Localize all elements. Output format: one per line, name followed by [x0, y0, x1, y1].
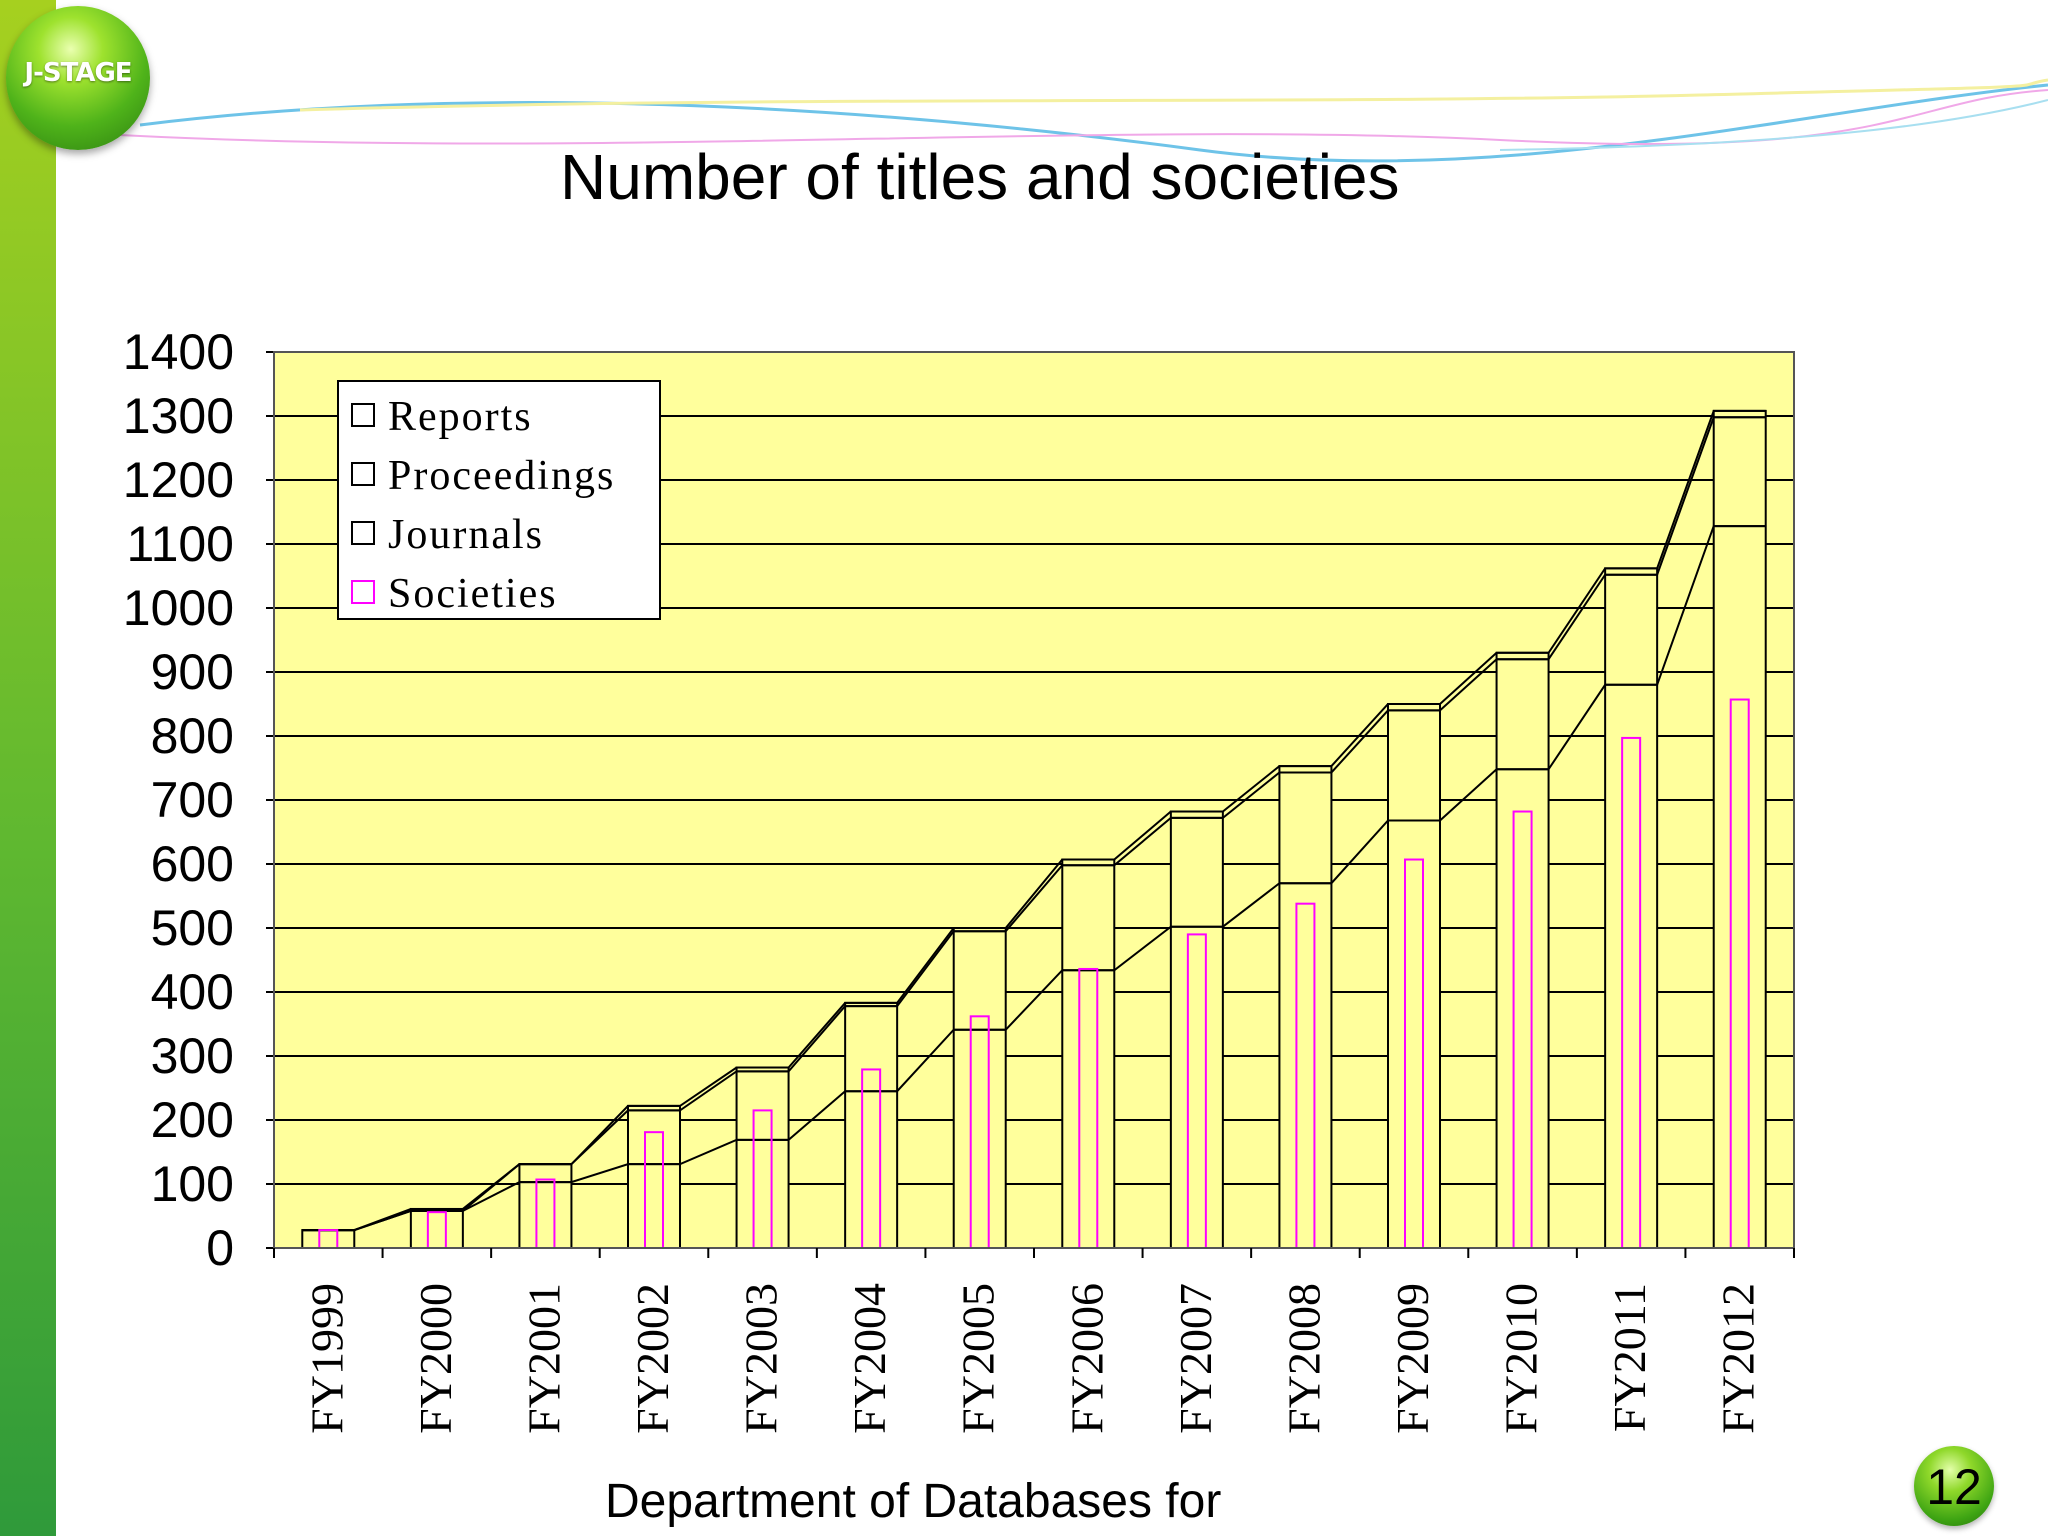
legend-label: Journals: [388, 512, 544, 558]
y-tick-label: 300: [151, 1028, 234, 1084]
y-tick-label: 900: [151, 644, 234, 700]
x-tick-label: FY2001: [518, 1283, 569, 1434]
legend-swatch: [351, 580, 375, 604]
page-number: 12: [1926, 1459, 1982, 1515]
legend-label: Proceedings: [388, 453, 615, 499]
decorative-swoosh: [119, 78, 2048, 163]
legend-box: [337, 380, 661, 620]
stacked-column: [844, 1001, 899, 1249]
stacked-column: [1169, 810, 1224, 1250]
y-tick-label: 1200: [123, 452, 234, 508]
x-tick-label: FY2008: [1278, 1283, 1329, 1434]
y-tick-label: 500: [151, 900, 234, 956]
y-tick-label: 1300: [123, 388, 234, 444]
stacked-column: [1387, 703, 1441, 1249]
y-tick-label: 100: [151, 1156, 234, 1212]
stacked-column: [518, 1163, 573, 1250]
x-tick-label: FY2012: [1713, 1283, 1764, 1434]
legend-swatch: [351, 462, 375, 486]
stacked-column: [409, 1207, 464, 1249]
stacked-column: [735, 1066, 790, 1250]
stacked-column: [1278, 765, 1333, 1250]
footer-text: Department of Databases for: [605, 1475, 1222, 1528]
x-tick-label: FY2010: [1496, 1283, 1547, 1434]
y-tick-label: 1000: [123, 580, 234, 636]
x-tick-label: FY2002: [627, 1283, 678, 1434]
left-accent-bar: [0, 0, 56, 1536]
y-tick-label: 600: [151, 836, 234, 892]
level-line-reports: [302, 409, 1766, 1232]
slide-title: Number of titles and societies: [560, 141, 1400, 213]
stacked-column: [1061, 858, 1116, 1250]
y-tick-label: 1400: [123, 324, 234, 380]
x-tick-label: FY2003: [736, 1283, 787, 1434]
x-tick-label: FY2007: [1170, 1283, 1221, 1434]
y-tick-label: 200: [151, 1092, 234, 1148]
y-tick-label: 700: [151, 772, 234, 828]
stacked-column: [1604, 567, 1659, 1249]
x-tick-label: FY2006: [1061, 1283, 1112, 1434]
x-tick-label: FY2005: [953, 1283, 1004, 1434]
x-tick-label: FY1999: [301, 1283, 352, 1434]
y-tick-label: 0: [206, 1220, 234, 1276]
page-number-badge: 12: [1914, 1446, 1994, 1526]
x-tick-label: FY2009: [1387, 1283, 1438, 1434]
legend-label: Reports: [388, 394, 533, 440]
legend-swatch: [351, 403, 375, 427]
jstage-logo: J-STAGE: [6, 6, 150, 150]
stacked-column: [627, 1104, 681, 1250]
stacked-column: [952, 927, 1007, 1249]
logo-text: J-STAGE: [24, 58, 132, 88]
legend-label: Societies: [388, 571, 558, 617]
x-tick-label: FY2004: [844, 1283, 895, 1434]
x-tick-label: FY2000: [410, 1283, 461, 1434]
level-line-journals: [302, 525, 1766, 1232]
y-tick-label: 400: [151, 964, 234, 1020]
stacked-column: [301, 1229, 356, 1249]
legend-swatch: [351, 521, 375, 545]
y-tick-label: 800: [151, 708, 234, 764]
x-tick-label: FY2011: [1604, 1283, 1655, 1432]
stacked-column: [1712, 409, 1767, 1249]
stacked-column: [1495, 651, 1550, 1249]
y-tick-label: 1100: [126, 516, 234, 572]
